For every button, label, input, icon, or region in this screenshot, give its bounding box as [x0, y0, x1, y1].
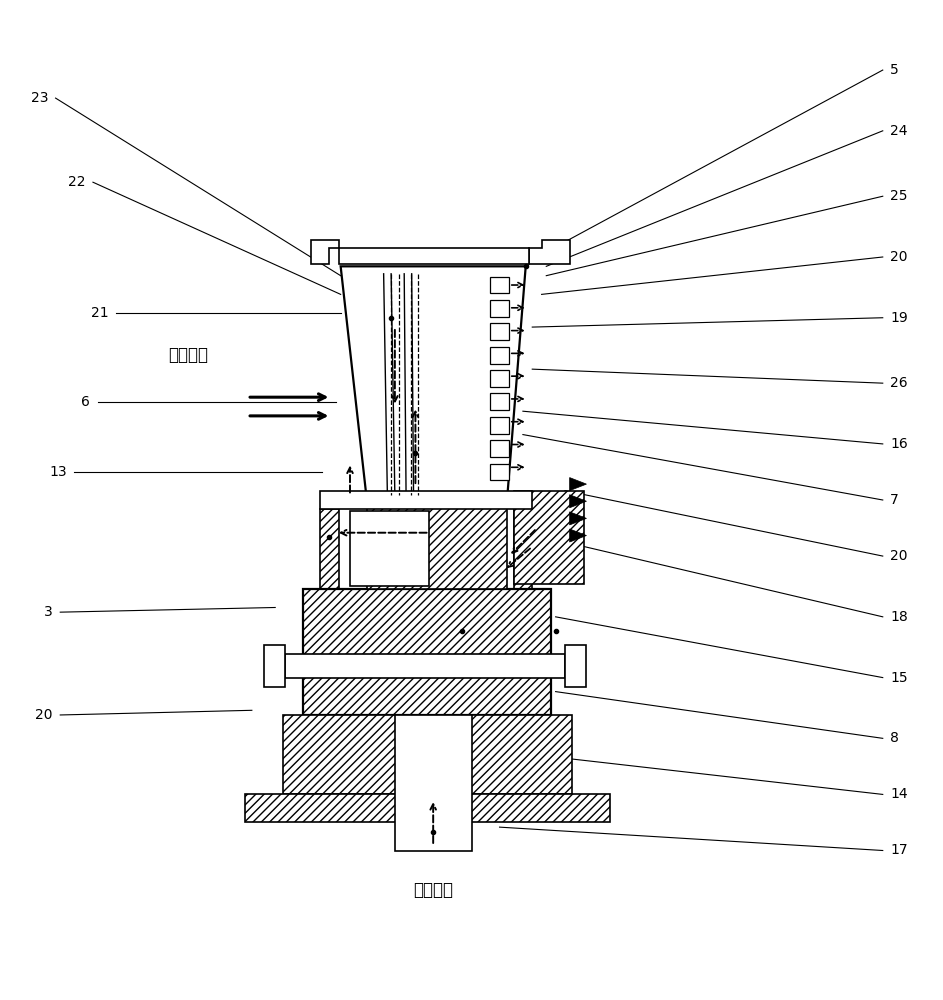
Polygon shape: [245, 794, 610, 822]
Text: 7: 7: [890, 493, 899, 507]
Text: 18: 18: [890, 610, 908, 624]
Polygon shape: [283, 715, 572, 794]
Bar: [490, 464, 509, 480]
Polygon shape: [514, 491, 584, 584]
Text: 16: 16: [890, 437, 908, 451]
Polygon shape: [350, 511, 429, 586]
Bar: [490, 347, 509, 364]
Text: 17: 17: [890, 843, 908, 857]
Polygon shape: [529, 240, 570, 264]
Text: 6: 6: [81, 395, 91, 409]
Bar: [490, 440, 509, 457]
Text: 5: 5: [890, 63, 899, 77]
Text: 24: 24: [890, 124, 908, 138]
Bar: [490, 393, 509, 410]
Polygon shape: [570, 529, 587, 542]
Polygon shape: [339, 248, 529, 264]
Text: 20: 20: [890, 250, 908, 264]
Polygon shape: [304, 589, 551, 715]
Polygon shape: [320, 509, 339, 589]
Text: 3: 3: [44, 605, 53, 619]
Polygon shape: [395, 715, 472, 850]
Text: 26: 26: [890, 376, 908, 390]
Text: 19: 19: [890, 311, 908, 325]
Text: 22: 22: [68, 175, 86, 189]
Polygon shape: [320, 491, 532, 509]
Polygon shape: [311, 240, 339, 264]
Polygon shape: [367, 500, 507, 589]
Text: 高温主流: 高温主流: [168, 346, 207, 364]
Polygon shape: [264, 645, 285, 687]
Bar: [490, 300, 509, 317]
Text: 14: 14: [890, 787, 908, 801]
Bar: [490, 323, 509, 340]
Text: 25: 25: [890, 189, 908, 203]
Polygon shape: [514, 509, 532, 589]
Text: 8: 8: [890, 731, 899, 745]
Text: 20: 20: [35, 708, 53, 722]
Bar: [490, 370, 509, 387]
Text: 冷却气流: 冷却气流: [413, 881, 454, 899]
Polygon shape: [565, 645, 586, 687]
Bar: [490, 417, 509, 434]
Text: 21: 21: [91, 306, 108, 320]
Polygon shape: [285, 654, 565, 678]
Bar: [490, 277, 509, 293]
Text: 15: 15: [890, 671, 908, 685]
Polygon shape: [570, 512, 587, 525]
Text: 23: 23: [30, 91, 48, 105]
Text: 20: 20: [890, 549, 908, 563]
Text: 13: 13: [49, 465, 67, 479]
Polygon shape: [570, 495, 587, 508]
Polygon shape: [340, 266, 525, 500]
Polygon shape: [570, 478, 587, 491]
